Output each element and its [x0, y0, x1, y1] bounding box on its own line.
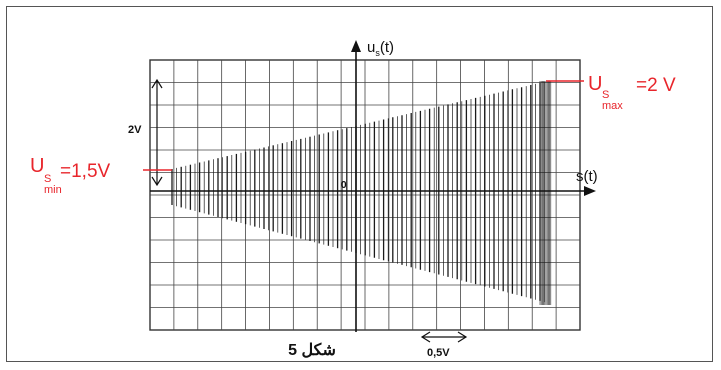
us-max-annotation: U S max =2 V	[588, 73, 676, 112]
y-axis-arrow	[351, 40, 361, 52]
x-axis-label: s(t)	[576, 168, 598, 185]
svg-text:S: S	[44, 173, 51, 185]
horizontal-scale-label: 0,5V	[427, 347, 450, 359]
vertical-scale-label: 2V	[128, 124, 142, 136]
svg-text:=2 V: =2 V	[636, 75, 676, 96]
svg-text:min: min	[44, 184, 62, 196]
origin-label: 0	[341, 180, 347, 191]
svg-text:U: U	[30, 155, 44, 177]
svg-text:=1,5V: =1,5V	[60, 161, 111, 182]
figure-caption: شكل 5	[288, 342, 336, 359]
svg-text:S: S	[602, 89, 609, 101]
modulated-waveform	[171, 81, 552, 305]
y-axis-label: us(t)	[367, 39, 394, 58]
us-min-annotation: U S min =1,5V	[30, 155, 111, 196]
svg-text:max: max	[602, 100, 623, 112]
x-axis-arrow	[584, 186, 596, 196]
figure-frame	[6, 6, 713, 362]
svg-text:U: U	[588, 73, 602, 95]
